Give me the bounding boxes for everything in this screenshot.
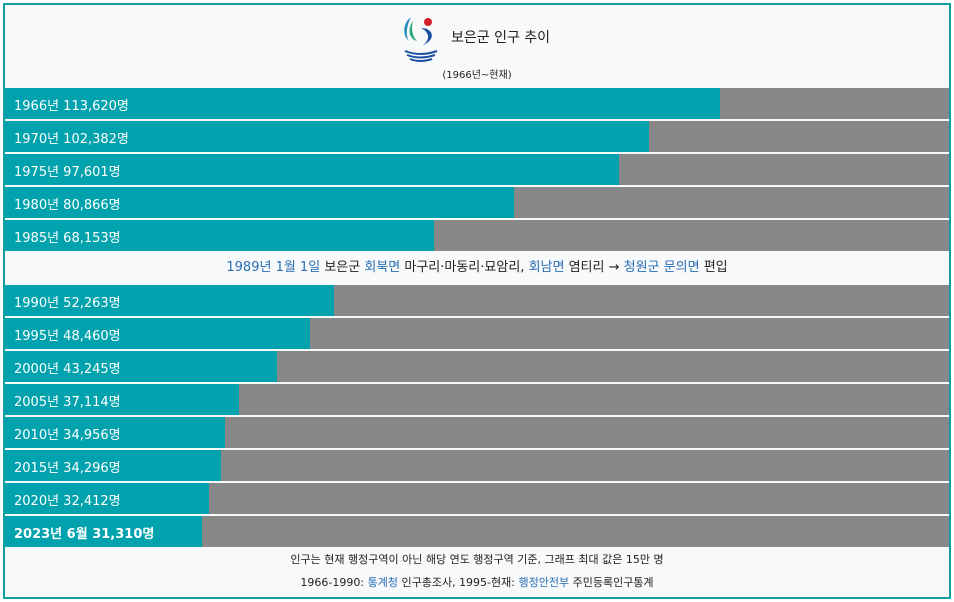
bar-row: 1975년 97,601명 <box>5 154 949 185</box>
bar-row: 2023년 6월 31,310명 <box>5 516 949 547</box>
hoebuk-myeon-link[interactable]: 회북면 <box>364 260 401 275</box>
bar-fill <box>5 285 334 316</box>
bar-row: 2005년 37,114명 <box>5 384 949 415</box>
bar-label: 1985년 68,153명 <box>14 231 121 246</box>
bar-fill <box>5 220 434 251</box>
bar-fill <box>5 417 225 448</box>
chart-subtitle: (1966년~현재) <box>442 70 512 81</box>
bar-fill <box>5 187 514 218</box>
note-text: 염티리 → <box>568 260 620 275</box>
bar-label: 2023년 6월 31,310명 <box>14 527 155 542</box>
bar-label: 1995년 48,460명 <box>14 329 121 344</box>
note-text: 편입 <box>703 260 728 275</box>
bar-fill <box>5 88 720 119</box>
bar-fill <box>5 318 310 349</box>
bar-label: 1980년 80,866명 <box>14 198 121 213</box>
bar-row: 1980년 80,866명 <box>5 187 949 218</box>
bar-fill <box>5 384 239 415</box>
bar-fill <box>5 450 221 481</box>
chart-footer: 인구는 현재 행정구역이 아닌 해당 연도 행정구역 기준, 그래프 최대 값은… <box>5 545 949 597</box>
bar-row: 2015년 34,296명 <box>5 450 949 481</box>
bar-row: 1970년 102,382명 <box>5 121 949 152</box>
bar-fill <box>5 351 277 382</box>
footer-text: 주민등록인구통계 <box>572 576 654 589</box>
statistics-korea-link[interactable]: 통계청 <box>367 576 398 589</box>
footer-note: 인구는 현재 행정구역이 아닌 해당 연도 행정구역 기준, 그래프 최대 값은… <box>290 553 664 566</box>
bar-label: 1990년 52,263명 <box>14 296 121 311</box>
bar-fill <box>5 516 202 547</box>
bar-label: 1970년 102,382명 <box>14 132 129 147</box>
note-text: 보은군 <box>324 260 361 275</box>
bar-row: 2020년 32,412명 <box>5 483 949 514</box>
population-chart-box: 보은군 인구 추이 (1966년~현재) 1989년 1월 1일 보은군 회북면… <box>3 3 951 599</box>
hoenam-myeon-link[interactable]: 회남면 <box>528 260 565 275</box>
bar-row: 1990년 52,263명 <box>5 285 949 316</box>
bar-fill <box>5 483 209 514</box>
footer-text: 1966-1990: <box>300 576 365 589</box>
boeun-county-emblem-icon <box>404 17 438 62</box>
date-link[interactable]: 1989년 1월 1일 <box>226 260 321 275</box>
bar-label: 2005년 37,114명 <box>14 395 121 410</box>
bar-row: 1985년 68,153명 <box>5 220 949 251</box>
note-text: 마구리·마동리·묘암리, <box>404 260 525 275</box>
bar-fill <box>5 154 619 185</box>
footer-text: 인구총조사, 1995-현재: <box>401 576 515 589</box>
ministry-interior-link[interactable]: 행정안전부 <box>518 576 570 589</box>
bar-label: 2010년 34,956명 <box>14 428 121 443</box>
bar-label: 2000년 43,245명 <box>14 362 121 377</box>
chart-header: 보은군 인구 추이 (1966년~현재) <box>5 5 949 88</box>
bar-label: 1975년 97,601명 <box>14 165 121 180</box>
chart-title: 보은군 인구 추이 <box>451 30 551 46</box>
bar-label: 2020년 32,412명 <box>14 494 121 509</box>
bar-row: 2010년 34,956명 <box>5 417 949 448</box>
bar-row: 1995년 48,460명 <box>5 318 949 349</box>
bar-row: 2000년 43,245명 <box>5 351 949 382</box>
merger-note: 1989년 1월 1일 보은군 회북면 마구리·마동리·묘암리, 회남면 염티리… <box>5 252 949 283</box>
footer-sources: 1966-1990: 통계청 인구총조사, 1995-현재: 행정안전부 주민등… <box>5 574 949 590</box>
bar-fill <box>5 121 649 152</box>
cheongwon-munui-link[interactable]: 청원군 문의면 <box>623 260 700 275</box>
bar-row: 1966년 113,620명 <box>5 88 949 119</box>
bar-label: 2015년 34,296명 <box>14 461 121 476</box>
bar-label: 1966년 113,620명 <box>14 99 129 114</box>
